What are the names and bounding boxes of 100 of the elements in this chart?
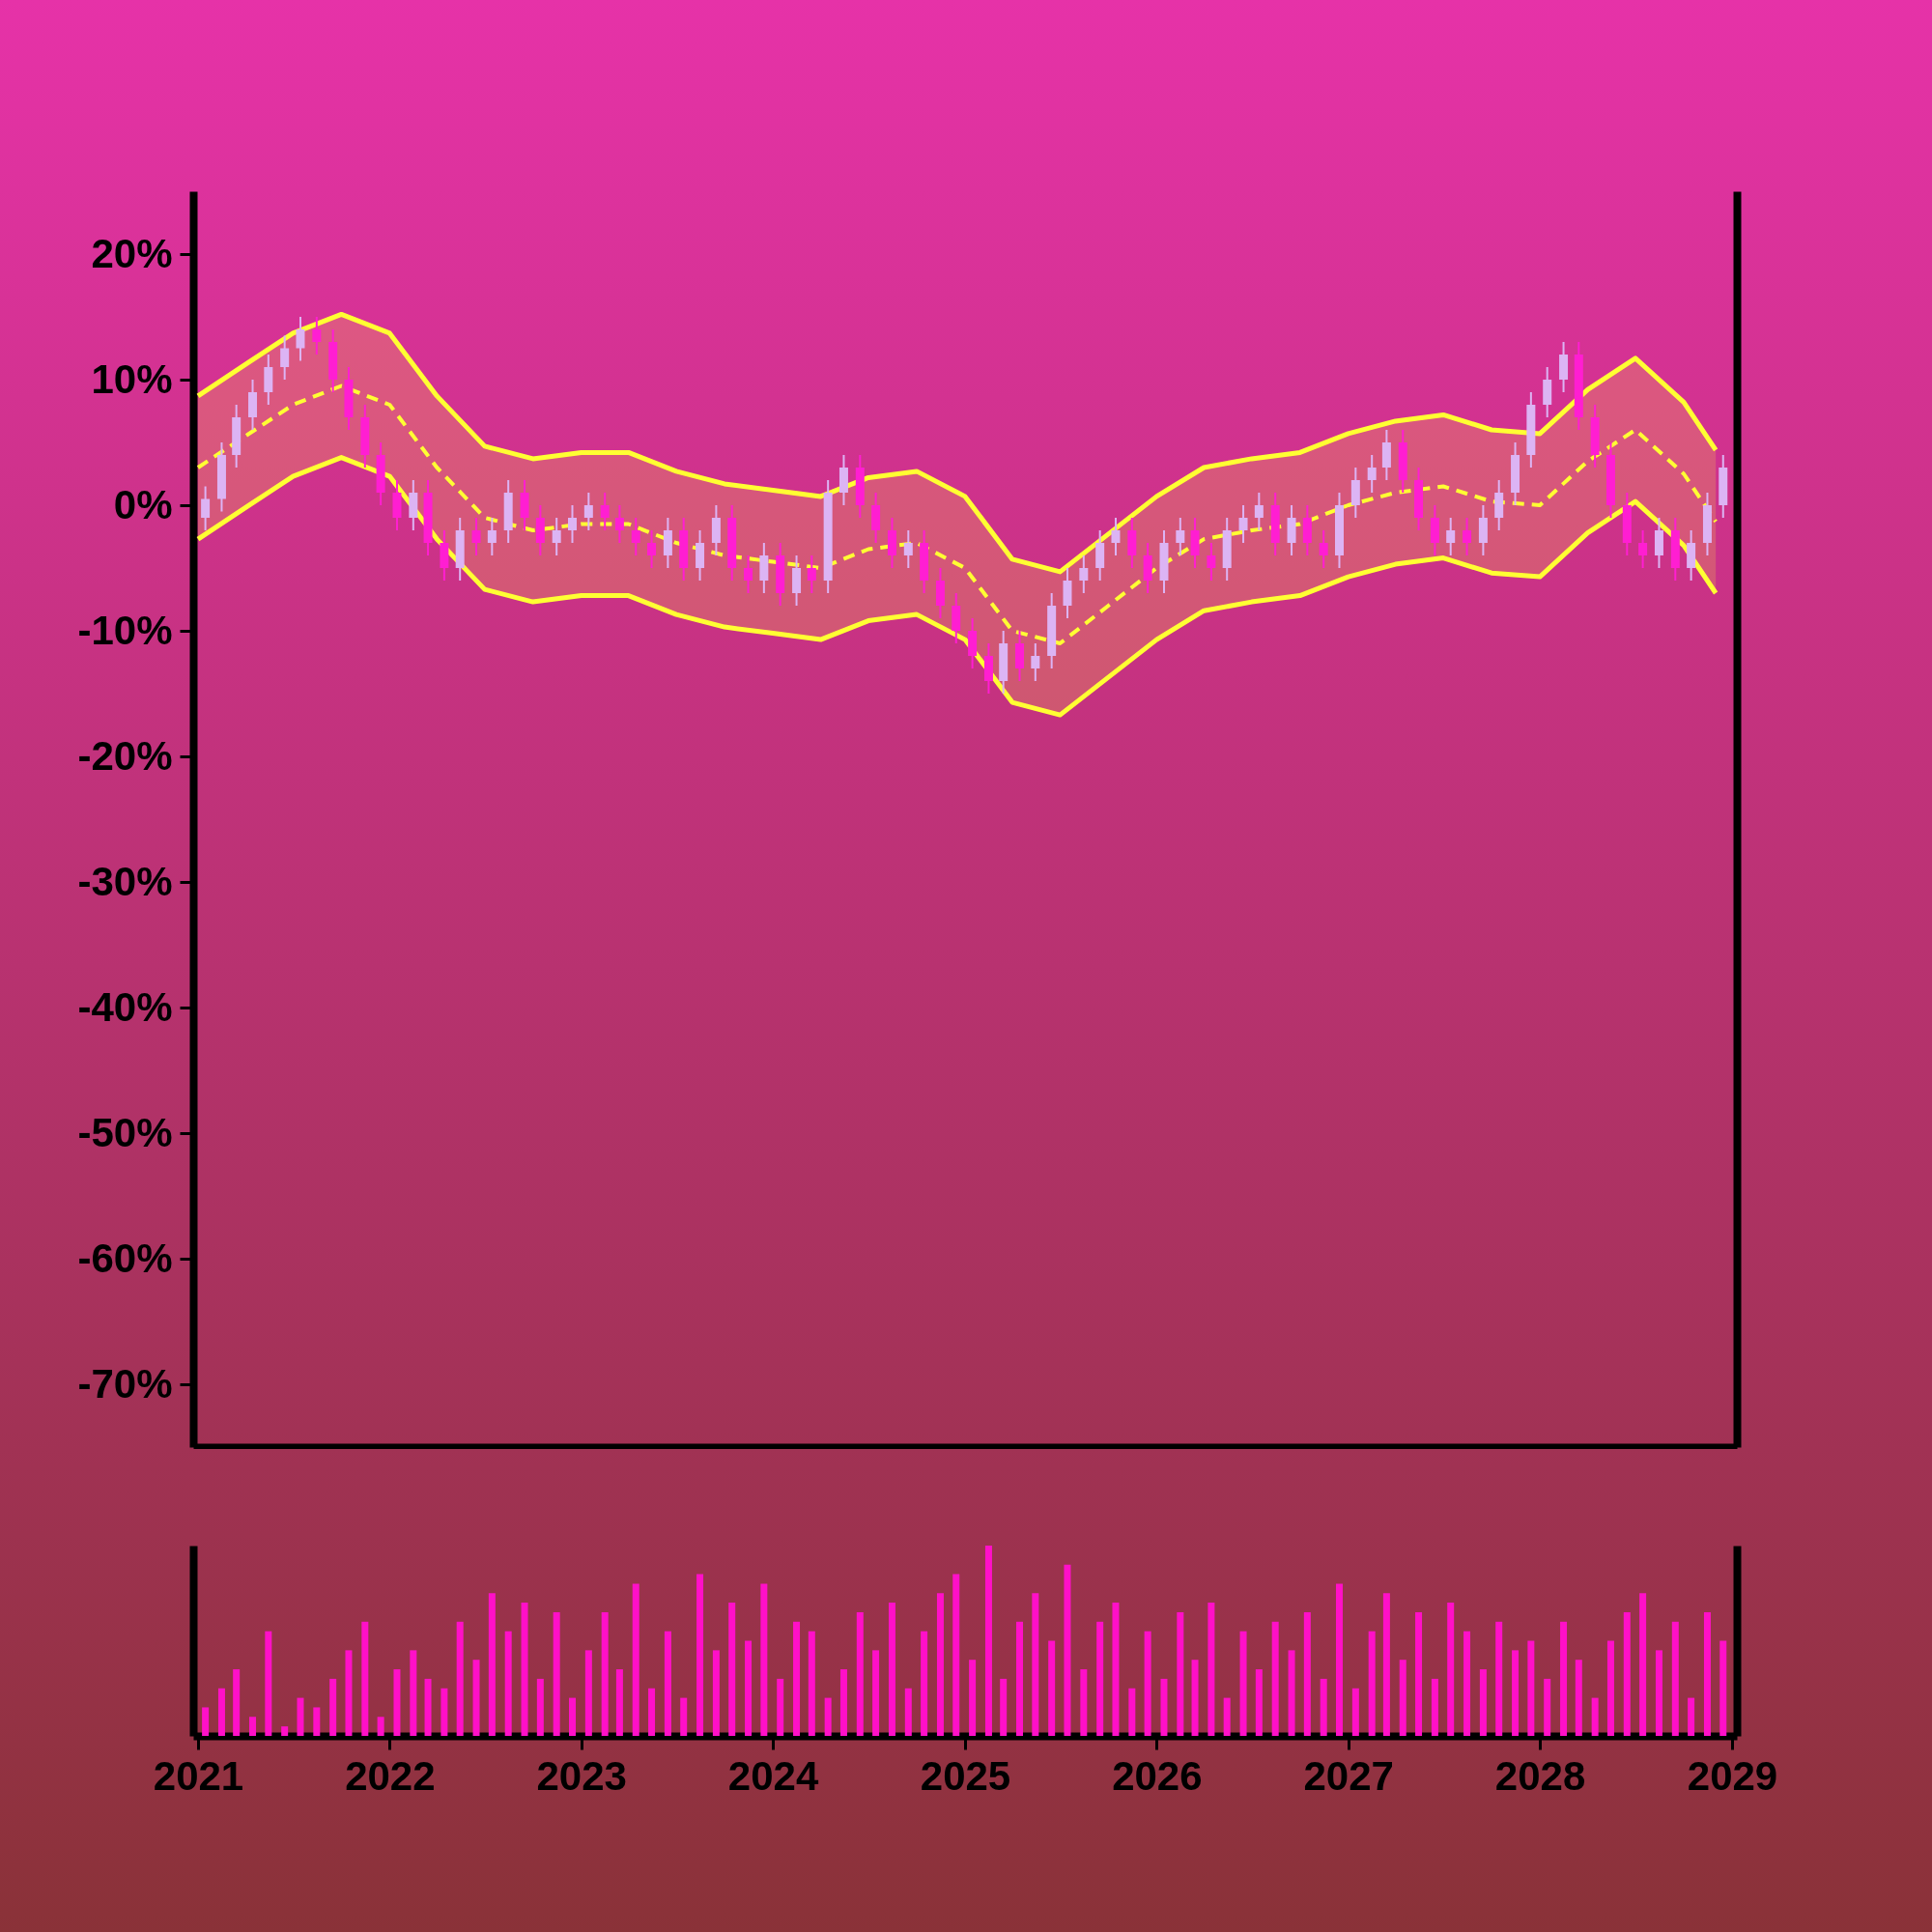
x-tick-label: 2026 <box>1112 1752 1203 1799</box>
candlestick <box>1079 554 1089 594</box>
bar <box>1399 1660 1406 1736</box>
candlestick <box>1207 542 1216 582</box>
bar <box>601 1611 609 1736</box>
bar <box>1048 1640 1056 1736</box>
bar <box>1575 1660 1582 1736</box>
bar <box>265 1631 272 1736</box>
bar <box>329 1678 337 1736</box>
bar <box>1544 1678 1551 1736</box>
x-tick-label: 2027 <box>1303 1752 1394 1799</box>
bar <box>297 1697 304 1736</box>
candlestick <box>614 504 624 544</box>
bar <box>281 1726 289 1736</box>
x-tick-label: 2024 <box>727 1752 819 1799</box>
bar <box>777 1678 784 1736</box>
bar <box>1479 1669 1487 1736</box>
bar <box>728 1603 736 1736</box>
bar <box>1591 1697 1599 1736</box>
bar <box>793 1621 801 1736</box>
bar <box>1623 1611 1631 1736</box>
candlestick <box>312 316 322 355</box>
bar <box>712 1650 720 1736</box>
y-tick-label: -30% <box>77 858 173 904</box>
bar <box>1527 1640 1535 1736</box>
candlestick <box>201 485 211 531</box>
bar <box>488 1593 496 1736</box>
bar <box>1255 1669 1263 1736</box>
bar <box>1064 1564 1071 1736</box>
candlestick <box>631 517 640 556</box>
y-tick-label: -60% <box>77 1235 173 1281</box>
bar <box>202 1707 210 1736</box>
bar <box>904 1688 912 1736</box>
bar <box>1560 1621 1568 1736</box>
x-tick-label: 2028 <box>1494 1752 1586 1799</box>
candlestick <box>744 554 753 594</box>
y-tick-label: -50% <box>77 1109 173 1155</box>
bar <box>969 1660 977 1736</box>
candlestick <box>647 529 657 569</box>
candlestick <box>1111 517 1121 556</box>
bar <box>648 1688 656 1736</box>
candlestick <box>600 492 610 531</box>
bar <box>680 1697 688 1736</box>
candlestick <box>567 504 577 544</box>
bar <box>1160 1678 1168 1736</box>
y-tick-label: -40% <box>77 983 173 1030</box>
bar <box>361 1621 369 1736</box>
y-tick-label: -10% <box>77 607 173 653</box>
candlestick <box>1638 529 1648 569</box>
bar <box>1303 1611 1311 1736</box>
candlestick <box>903 529 913 569</box>
bar <box>568 1697 576 1736</box>
candlestick <box>280 334 290 381</box>
bar <box>1032 1593 1039 1736</box>
bar <box>1271 1621 1279 1736</box>
bar <box>936 1593 944 1736</box>
bar <box>696 1574 704 1736</box>
x-tick-label: 2021 <box>153 1752 244 1799</box>
bar <box>1671 1621 1679 1736</box>
candlestick <box>471 517 481 556</box>
bar <box>377 1717 384 1736</box>
bar <box>584 1650 592 1736</box>
bar <box>808 1631 815 1736</box>
bar <box>839 1669 847 1736</box>
y-tick-label: -20% <box>77 732 173 779</box>
y-tick-label: 20% <box>91 230 173 276</box>
bar <box>1208 1603 1215 1736</box>
bar <box>1191 1660 1199 1736</box>
bar <box>1239 1631 1247 1736</box>
bar <box>1606 1640 1614 1736</box>
bar <box>1655 1650 1662 1736</box>
bar <box>424 1678 432 1736</box>
bar <box>1000 1678 1008 1736</box>
bar <box>345 1650 353 1736</box>
bar <box>1719 1640 1727 1736</box>
bar <box>921 1631 928 1736</box>
candlestick <box>552 517 561 556</box>
bar <box>1080 1669 1088 1736</box>
bar <box>504 1631 512 1736</box>
bar <box>1112 1603 1120 1736</box>
bar <box>664 1631 671 1736</box>
bar <box>1223 1697 1231 1736</box>
bar <box>1463 1631 1471 1736</box>
bar <box>440 1688 448 1736</box>
bar <box>472 1660 480 1736</box>
bar <box>217 1688 225 1736</box>
x-tick-label: 2022 <box>345 1752 436 1799</box>
bar <box>888 1603 895 1736</box>
bar <box>233 1669 241 1736</box>
candlestick <box>583 492 593 531</box>
bar <box>456 1621 464 1736</box>
candlestick <box>1463 517 1472 556</box>
bar <box>1128 1688 1136 1736</box>
y-tick-label: 10% <box>91 355 173 402</box>
bar <box>1368 1631 1376 1736</box>
bar <box>1335 1583 1343 1736</box>
candlestick <box>1319 529 1328 569</box>
y-tick-label: -70% <box>77 1360 173 1406</box>
x-tick-label: 2023 <box>536 1752 627 1799</box>
bar <box>615 1669 623 1736</box>
